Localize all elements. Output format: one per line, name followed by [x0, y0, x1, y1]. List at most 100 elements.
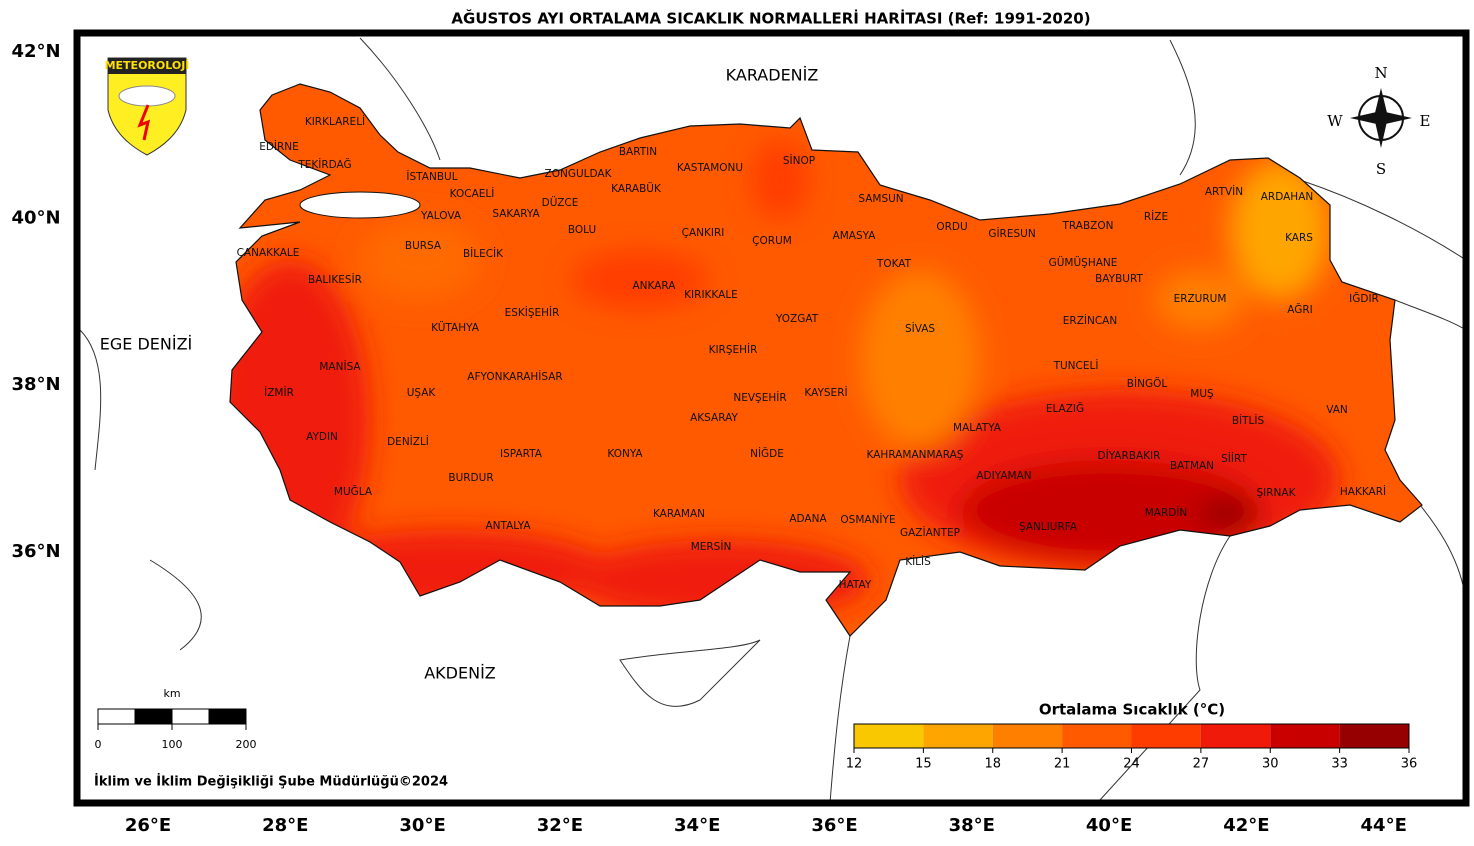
colorbar-tick-label: 27	[1193, 757, 1210, 772]
province-label: ESKİŞEHİR	[505, 306, 560, 319]
province-label: KASTAMONU	[677, 162, 743, 174]
province-label: DÜZCE	[542, 196, 579, 209]
colorbar-tick-label: 15	[915, 757, 932, 772]
province-label: AKSARAY	[690, 412, 738, 424]
colorbar-tick-label: 24	[1123, 757, 1140, 772]
province-label: KİLİS	[905, 555, 931, 568]
footer: İklim ve İklim Değişikliği Şube Müdürlüğ…	[94, 774, 448, 790]
province-label: ISPARTA	[500, 448, 543, 460]
sea-label: KARADENİZ	[726, 66, 819, 85]
compass-letter: S	[1376, 160, 1386, 178]
province-label: KARABÜK	[611, 182, 662, 195]
province-label: IĞDIR	[1349, 292, 1379, 305]
province-label: BATMAN	[1170, 460, 1214, 472]
province-label: EDİRNE	[259, 140, 299, 153]
colorbar-title: Ortalama Sıcaklık (°C)	[1039, 701, 1225, 719]
colorbar-tick-label: 33	[1331, 757, 1348, 772]
province-label: SİNOP	[783, 154, 815, 167]
scale-segment	[208, 708, 247, 725]
province-label: MANİSA	[319, 360, 361, 373]
logo: METEOROLOJİ	[105, 57, 190, 156]
province-label: GÜMÜŞHANE	[1049, 256, 1118, 269]
compass: N S E W	[1327, 64, 1430, 178]
province-label: ŞANLIURFA	[1019, 521, 1078, 533]
province-label: NEVŞEHİR	[733, 391, 786, 404]
province-label: İSTANBUL	[406, 170, 457, 183]
province-label: AMASYA	[833, 230, 877, 242]
province-label: ERZURUM	[1174, 293, 1227, 305]
province-label: AĞRI	[1287, 303, 1313, 316]
province-label: ÇANKIRI	[682, 227, 725, 239]
colorbar-tick-label: 36	[1401, 757, 1418, 772]
colorbar-tick-label: 30	[1262, 757, 1279, 772]
lon-label: 34°E	[674, 815, 720, 836]
province-label: SİİRT	[1221, 452, 1247, 465]
province-label: ÇANAKKALE	[237, 247, 300, 259]
lon-label: 44°E	[1361, 815, 1407, 836]
province-label: ZONGULDAK	[545, 168, 613, 180]
province-label: DİYARBAKIR	[1098, 449, 1161, 462]
marmara-sea	[299, 191, 421, 219]
lon-label: 42°E	[1223, 815, 1269, 836]
lat-label: 42°N	[11, 41, 60, 62]
province-label: BİLECİK	[463, 247, 504, 260]
province-label: SAKARYA	[492, 208, 540, 220]
neighbor-coastlines	[79, 37, 1467, 804]
province-label: KIRŞEHİR	[709, 343, 758, 356]
lon-label: 32°E	[537, 815, 583, 836]
scale-unit: km	[163, 687, 180, 700]
colorbar-bin	[923, 724, 993, 748]
colorbar-bin	[1131, 724, 1201, 748]
province-label: ARDAHAN	[1261, 191, 1314, 203]
lat-label: 40°N	[11, 208, 60, 229]
province-label: AFYONKARAHİSAR	[467, 370, 562, 383]
province-label: BOLU	[568, 224, 596, 236]
scale-segment	[171, 708, 210, 725]
province-label: BARTIN	[619, 146, 657, 158]
province-label: TUNCELİ	[1053, 359, 1099, 372]
colorbar-bin	[1062, 724, 1132, 748]
province-label: ERZİNCAN	[1063, 314, 1117, 327]
lon-label: 40°E	[1086, 815, 1132, 836]
province-label: YALOVA	[420, 210, 462, 222]
lon-label: 26°E	[125, 815, 171, 836]
province-label: YOZGAT	[775, 313, 819, 325]
province-label: TRABZON	[1062, 220, 1114, 232]
lon-label: 38°E	[949, 815, 995, 836]
compass-letter: W	[1327, 112, 1343, 130]
province-label: ŞIRNAK	[1257, 487, 1297, 499]
logo-text: METEOROLOJİ	[105, 58, 190, 72]
province-label: KIRIKKALE	[684, 289, 738, 301]
sea-label: AKDENİZ	[424, 664, 496, 683]
province-label: HATAY	[839, 579, 872, 591]
province-label: ANTALYA	[485, 520, 531, 532]
province-label: GİRESUN	[988, 227, 1035, 240]
province-label: BURSA	[405, 240, 442, 252]
province-label: ARTVİN	[1205, 185, 1243, 198]
compass-letter: E	[1420, 112, 1431, 130]
province-label: DENİZLİ	[387, 435, 429, 448]
province-label: GAZİANTEP	[900, 526, 960, 539]
province-label: KÜTAHYA	[431, 321, 480, 334]
province-label: NİĞDE	[750, 447, 784, 460]
province-label: KONYA	[607, 448, 643, 460]
province-label: MUĞLA	[334, 485, 373, 498]
province-label: KIRKLARELİ	[305, 115, 365, 128]
province-label: TEKİRDAĞ	[297, 158, 351, 171]
province-label: BURDUR	[448, 472, 493, 484]
province-label: RİZE	[1144, 210, 1168, 223]
province-label: ORDU	[936, 221, 967, 233]
province-label: ANKARA	[633, 280, 677, 292]
colorbar-bin	[1270, 724, 1340, 748]
province-label: BİNGÖL	[1127, 377, 1168, 390]
province-label: TOKAT	[876, 258, 912, 270]
province-label: ÇORUM	[752, 235, 792, 247]
province-label: KARAMAN	[653, 508, 705, 520]
sea-label: EGE DENİZİ	[100, 335, 193, 354]
province-label: AYDIN	[306, 431, 338, 443]
province-label: KOCAELİ	[450, 187, 495, 200]
province-label: BAYBURT	[1095, 273, 1143, 285]
scale-tick-label: 100	[162, 738, 183, 751]
map-frame	[73, 29, 1470, 807]
